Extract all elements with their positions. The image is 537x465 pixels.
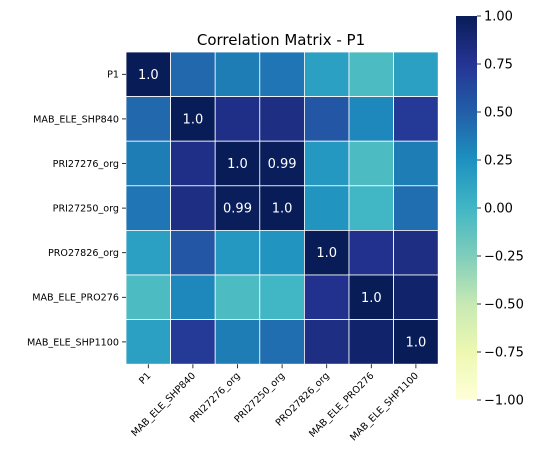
colorbar-tick-label: 0.50 [484,106,513,121]
cell-annotation: 1.0 [138,68,159,83]
row-tick-label: PRI27250_org [53,204,119,215]
heatmap-cell [170,140,216,187]
row-tick-label: MAB_ELE_PRO276 [32,293,119,304]
colorbar-tick-label: −0.25 [484,250,524,265]
cell-annotation: 0.99 [268,157,297,172]
heatmap-cell [259,96,305,142]
heatmap-cell [170,319,216,365]
row-tick-label: MAB_ELE_SHP1100 [27,337,119,348]
row-tick-label: PRI27276_org [53,159,119,170]
colorbar-tick-label: 0.75 [484,58,513,73]
row-tick-labels: P1 MAB_ELE_SHP840 PRI27276_org PRI27250_org… [27,70,126,348]
cell-annotation: 1.0 [227,157,248,172]
heatmap-cell [214,274,261,320]
heatmap-cell [214,140,261,187]
cell-annotation: 0.99 [223,202,252,217]
heatmap-cell [348,51,394,97]
heatmap-cell [348,96,394,142]
heatmap-cell [303,96,350,142]
colorbar-tick-label: −1.00 [484,394,524,409]
heatmap-cell [348,229,394,276]
cell-annotation: 1.0 [361,291,382,306]
heatmap-cells: 1.0 1.0 1.0 0.99 0.99 1.0 1.0 1.0 1.0 [125,51,439,365]
colorbar-tick-label: 0.00 [484,202,513,217]
cell-annotation: 1.0 [316,246,337,261]
heatmap-cell [259,274,305,320]
heatmap-cell [259,319,305,365]
colorbar-tick-label: 1.00 [484,10,513,25]
heatmap-cell [170,229,216,276]
colorbar-tick-label: −0.50 [484,298,524,313]
heatmap-cell [348,274,394,320]
heatmap-cell [125,140,171,187]
heatmap-cell [303,140,350,187]
heatmap-cell [170,51,216,97]
row-tick-label: P1 [107,70,119,81]
heatmap-cell [170,96,216,142]
heatmap-cell [214,319,261,365]
heatmap-cell [393,185,439,231]
heatmap-cell [125,96,171,142]
heatmap-cell [125,229,171,276]
heatmap-cell [125,274,171,320]
heatmap-cell [393,51,439,97]
heatmap-cell [348,140,394,187]
heatmap-cell [170,185,216,231]
row-tick-label: PRO27826_org [48,248,119,259]
heatmap-cell [214,96,261,142]
heatmap-cell [259,51,305,97]
cell-annotation: 1.0 [272,202,293,217]
heatmap-cell [303,319,350,365]
chart-title: Correlation Matrix - P1 [197,31,365,49]
heatmap-cell [393,140,439,187]
cell-annotation: 1.0 [406,335,427,350]
heatmap-cell [393,229,439,276]
row-tick-label: MAB_ELE_SHP840 [33,114,119,125]
column-tick-label: P1 [137,371,153,387]
colorbar: 1.00 0.75 0.50 0.25 0.00 −0.25 −0.50 −0.75 −1.00 [456,10,524,409]
colorbar-tick-label: −0.75 [484,346,524,361]
heatmap-cell [303,51,350,97]
heatmap-cell [348,319,394,365]
heatmap-cell [170,274,216,320]
heatmap-cell [303,274,350,320]
colorbar-ticks: 1.00 0.75 0.50 0.25 0.00 −0.25 −0.50 −0.75 −1.00 [477,10,524,409]
heatmap-cell [259,185,305,231]
column-tick-labels: P1MAB_ELE_SHP840PRI27276_orgPRI27250_org… [130,364,421,443]
heatmap-cell [259,229,305,276]
cell-annotation: 1.0 [183,112,204,127]
heatmap-cell [125,319,171,365]
heatmap-cell [125,185,171,231]
heatmap-cell [214,229,261,276]
colorbar-tick-label: 0.25 [484,154,513,169]
heatmap-cell [393,274,439,320]
heatmap-cell [393,96,439,142]
heatmap-cell [348,185,394,231]
heatmap-cell [303,185,350,231]
colorbar-gradient [456,16,477,400]
heatmap-cell [214,51,261,97]
heatmap-cell [125,51,171,97]
